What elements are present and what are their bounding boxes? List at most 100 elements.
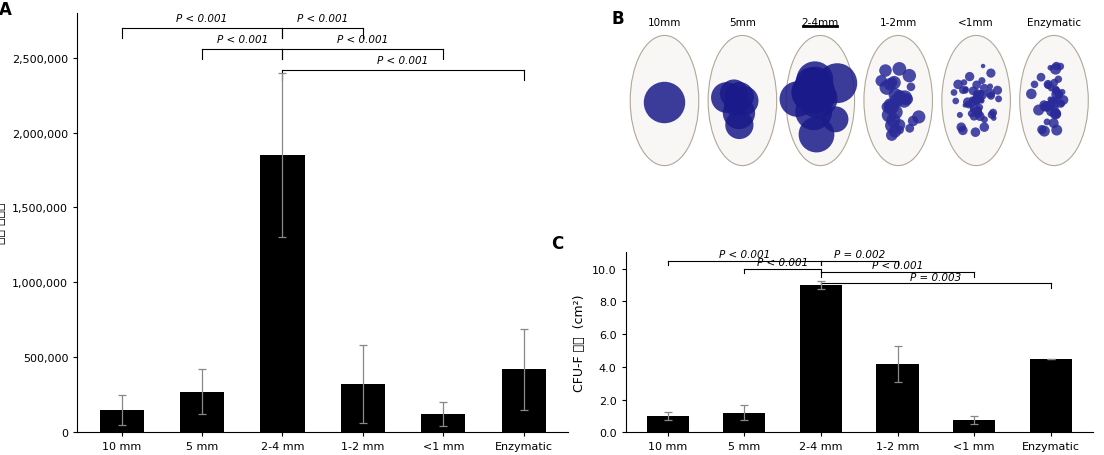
Point — [899, 96, 916, 104]
Point — [718, 95, 735, 102]
Text: P < 0.001: P < 0.001 — [216, 35, 268, 46]
Y-axis label: 분리 세포수: 분리 세포수 — [0, 202, 7, 244]
Point — [954, 87, 972, 95]
Text: P < 0.001: P < 0.001 — [177, 15, 227, 25]
Point — [1048, 63, 1065, 71]
Point — [1047, 111, 1064, 118]
Point — [726, 101, 744, 109]
Point — [981, 84, 999, 91]
Point — [964, 107, 981, 114]
Point — [951, 112, 968, 119]
Point — [802, 90, 819, 97]
Point — [970, 111, 988, 118]
Ellipse shape — [786, 36, 854, 166]
Point — [1053, 89, 1071, 96]
Point — [976, 117, 994, 124]
Point — [901, 126, 919, 133]
Point — [959, 99, 977, 106]
Point — [1033, 126, 1051, 134]
Bar — [341, 384, 385, 432]
Point — [1042, 109, 1060, 116]
Point — [969, 96, 987, 103]
Point — [947, 98, 965, 106]
Point — [884, 79, 902, 86]
Point — [957, 87, 975, 95]
Point — [965, 113, 983, 121]
Point — [970, 104, 988, 111]
Point — [1036, 104, 1053, 111]
Point — [808, 131, 826, 139]
Point — [972, 96, 989, 104]
Point — [963, 111, 980, 118]
Point — [1048, 91, 1065, 99]
Point — [967, 93, 985, 100]
Point — [985, 115, 1002, 122]
Point — [802, 80, 819, 87]
Point — [972, 113, 989, 121]
Point — [1045, 99, 1063, 106]
Point — [1041, 96, 1059, 104]
Point — [910, 114, 927, 121]
Point — [892, 92, 910, 100]
Point — [811, 93, 829, 101]
Point — [1026, 81, 1043, 89]
Point — [956, 102, 974, 110]
Point — [968, 98, 986, 106]
Y-axis label: CFU-F 면적  (cm²): CFU-F 면적 (cm²) — [573, 294, 586, 391]
Point — [963, 101, 980, 108]
Point — [1047, 66, 1064, 74]
Point — [949, 81, 967, 89]
Point — [1053, 101, 1071, 108]
Bar — [261, 156, 305, 432]
Text: 5mm: 5mm — [729, 18, 756, 28]
Point — [1049, 111, 1066, 119]
Point — [967, 98, 985, 105]
Point — [809, 96, 827, 103]
Point — [989, 87, 1007, 95]
Point — [882, 102, 900, 110]
Point — [800, 89, 818, 96]
Point — [1050, 76, 1068, 84]
Point — [731, 94, 749, 101]
Point — [1044, 99, 1062, 106]
Point — [967, 129, 985, 136]
Point — [882, 103, 900, 110]
Point — [883, 122, 901, 130]
Point — [960, 74, 978, 81]
Point — [974, 92, 991, 100]
Point — [953, 124, 970, 131]
Point — [1047, 111, 1064, 118]
Point — [967, 97, 985, 104]
Point — [1045, 98, 1063, 106]
Point — [985, 110, 1002, 117]
Point — [966, 106, 984, 113]
Point — [957, 86, 975, 93]
Point — [1022, 91, 1040, 98]
Text: 1-2mm: 1-2mm — [880, 18, 916, 28]
Text: A: A — [0, 1, 12, 19]
Point — [901, 73, 919, 80]
Point — [976, 124, 994, 131]
Point — [806, 94, 824, 101]
Point — [1050, 93, 1068, 100]
Point — [1036, 102, 1053, 109]
Point — [656, 100, 673, 107]
Bar — [877, 364, 919, 432]
Point — [969, 96, 987, 103]
Point — [877, 68, 894, 75]
Point — [968, 82, 986, 89]
Point — [1032, 74, 1050, 81]
Point — [973, 78, 990, 85]
Text: 10mm: 10mm — [648, 18, 681, 28]
Point — [959, 101, 977, 109]
Point — [969, 111, 987, 118]
Point — [967, 97, 985, 105]
Bar — [647, 416, 689, 432]
Point — [973, 98, 990, 105]
Text: 2-4mm: 2-4mm — [802, 18, 839, 28]
Point — [1054, 97, 1072, 104]
Point — [904, 118, 922, 125]
Point — [881, 81, 899, 89]
Point — [725, 91, 743, 98]
Point — [806, 77, 824, 84]
